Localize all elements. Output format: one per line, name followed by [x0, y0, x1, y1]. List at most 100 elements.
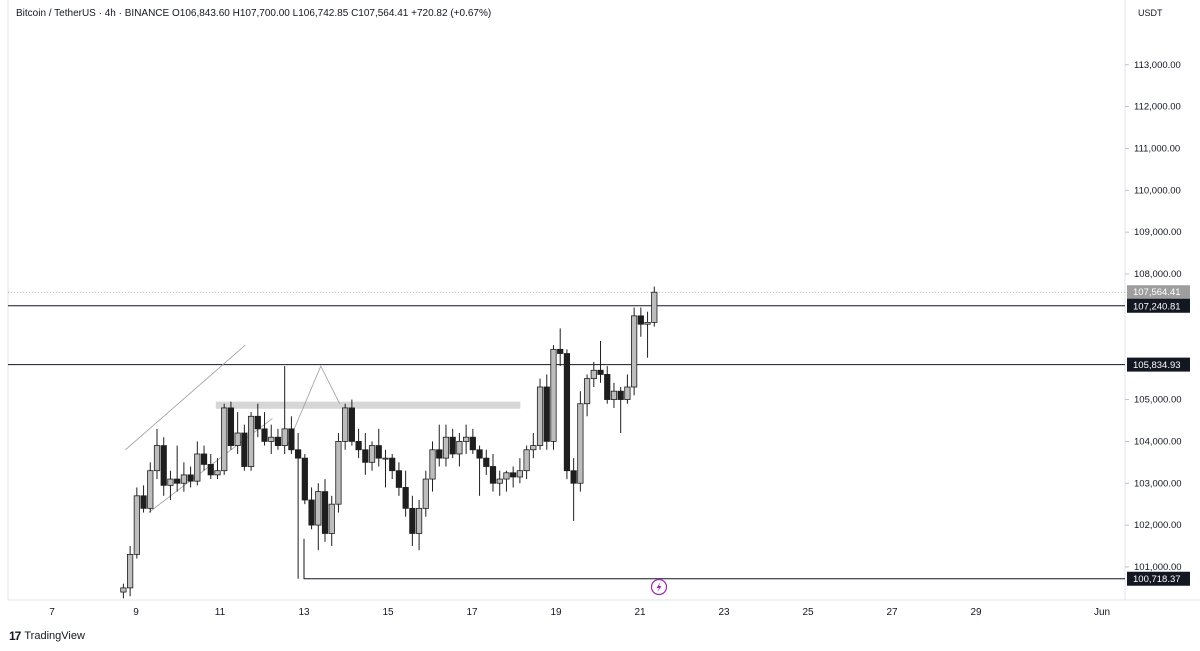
- candle-body: [120, 587, 127, 593]
- symbol-header: Bitcoin / TetherUS · 4h · BINANCE O106,8…: [16, 8, 491, 19]
- candle-body: [523, 449, 530, 472]
- candle-body: [644, 321, 651, 325]
- candle-body: [362, 449, 369, 463]
- symbol-name[interactable]: Bitcoin / TetherUS · 4h · BINANCE: [16, 8, 170, 19]
- candle-body: [315, 491, 322, 526]
- price-axis[interactable]: 113,000.00 112,000.00 111,000.00 110,000.00…: [1125, 60, 1182, 573]
- candle-body: [463, 436, 470, 442]
- candle-body: [422, 478, 429, 509]
- y-tick-label: 111,000.00: [1134, 143, 1180, 154]
- candle-body: [557, 348, 564, 354]
- candle-body: [456, 440, 463, 455]
- y-tick-label: 113,000.00: [1134, 60, 1181, 71]
- x-tick-label: 25: [802, 607, 814, 618]
- y-tick-label: 110,000.00: [1134, 185, 1181, 196]
- ohlc-open: O106,843.60: [171, 8, 230, 19]
- branding-text: TradingView: [24, 630, 85, 642]
- candle-body: [355, 440, 362, 451]
- candle-body: [261, 428, 268, 442]
- candle-body: [530, 445, 537, 451]
- price-label-text: 100,718.37: [1133, 574, 1181, 585]
- candle-body: [429, 449, 436, 480]
- y-tick-label: 104,000.00: [1134, 436, 1182, 447]
- x-tick-label: 19: [550, 607, 562, 618]
- candle-body: [335, 440, 342, 505]
- candle-body: [577, 403, 584, 484]
- candle-body: [227, 407, 235, 446]
- x-tick-label: 13: [298, 607, 310, 618]
- candle-body: [395, 470, 403, 488]
- price-label-text: 107,240.81: [1133, 301, 1181, 312]
- candle-body: [483, 457, 490, 467]
- candle-body: [368, 445, 376, 463]
- candle-body: [570, 470, 577, 484]
- candle-body: [234, 432, 241, 446]
- candle-body: [510, 472, 517, 478]
- candle-body: [389, 457, 396, 472]
- x-tick-label: Jun: [1094, 607, 1110, 618]
- x-tick-label: 27: [886, 607, 898, 618]
- candle-body: [295, 449, 302, 459]
- candle-body: [241, 432, 248, 467]
- candle-body: [617, 390, 624, 400]
- price-label-level-3: [1127, 571, 1190, 586]
- candle-body: [409, 507, 416, 534]
- candle-body: [375, 445, 382, 459]
- x-tick-label: 23: [718, 607, 730, 618]
- candle-body: [221, 407, 228, 472]
- candle-body: [167, 478, 174, 486]
- currency-label[interactable]: USDT: [1138, 8, 1163, 18]
- candle-body: [637, 315, 644, 325]
- x-tick-label: 29: [970, 607, 982, 618]
- candle-body: [328, 503, 335, 534]
- x-tick-label: 15: [382, 607, 394, 618]
- candle-body: [436, 449, 443, 459]
- ohlc-close: C107,564.41: [351, 8, 409, 19]
- y-tick-label: 105,000.00: [1134, 395, 1182, 406]
- candle-body: [200, 453, 208, 465]
- candle-body: [308, 499, 315, 526]
- price-label-text: 105,834.93: [1133, 360, 1181, 371]
- candle-body: [604, 374, 611, 400]
- candle-body: [624, 386, 631, 400]
- time-axis[interactable]: 7 9 11 13 15 17 19 21 23 25 27 29 Jun: [49, 607, 1110, 618]
- y-tick-label: 102,000.00: [1134, 520, 1182, 531]
- candle-body: [147, 470, 154, 509]
- zigzag-line: [286, 365, 341, 446]
- y-tick-label: 103,000.00: [1134, 478, 1182, 489]
- candle-body: [449, 436, 456, 455]
- candle-body: [651, 291, 658, 323]
- candle-body: [597, 369, 604, 375]
- candle-body: [415, 507, 423, 534]
- tradingview-logo[interactable]: 17 TradingView: [9, 629, 85, 643]
- candle-body: [153, 445, 161, 472]
- resistance-box: [215, 401, 521, 409]
- candle-body: [194, 453, 201, 482]
- x-tick-label: 11: [215, 607, 226, 618]
- y-tick-label: 109,000.00: [1134, 227, 1182, 238]
- candle-body: [402, 487, 409, 509]
- candle-body: [254, 415, 261, 430]
- candle-body: [516, 470, 523, 478]
- candle-body: [503, 472, 510, 480]
- lightning-icon[interactable]: [650, 578, 668, 596]
- x-tick-label: 9: [133, 607, 139, 618]
- candle-body: [180, 474, 187, 484]
- candle-body: [382, 457, 389, 460]
- price-label-level-1: [1127, 298, 1190, 313]
- candle-body: [342, 407, 349, 442]
- candle-body: [127, 553, 134, 589]
- candle-body: [174, 478, 181, 484]
- candle-body: [207, 464, 214, 476]
- candle-body: [133, 495, 140, 555]
- ohlc-low: L106,742.85: [292, 8, 349, 19]
- ohlc-change: +720.82 (+0.67%): [411, 8, 492, 19]
- support-line: [303, 538, 1125, 580]
- candle-body: [301, 457, 308, 501]
- candle-body: [631, 315, 638, 388]
- candle-body: [496, 478, 503, 484]
- y-tick-label: 108,000.00: [1134, 269, 1182, 280]
- y-tick-label: 101,000.00: [1134, 562, 1182, 573]
- x-tick-label: 7: [49, 607, 55, 618]
